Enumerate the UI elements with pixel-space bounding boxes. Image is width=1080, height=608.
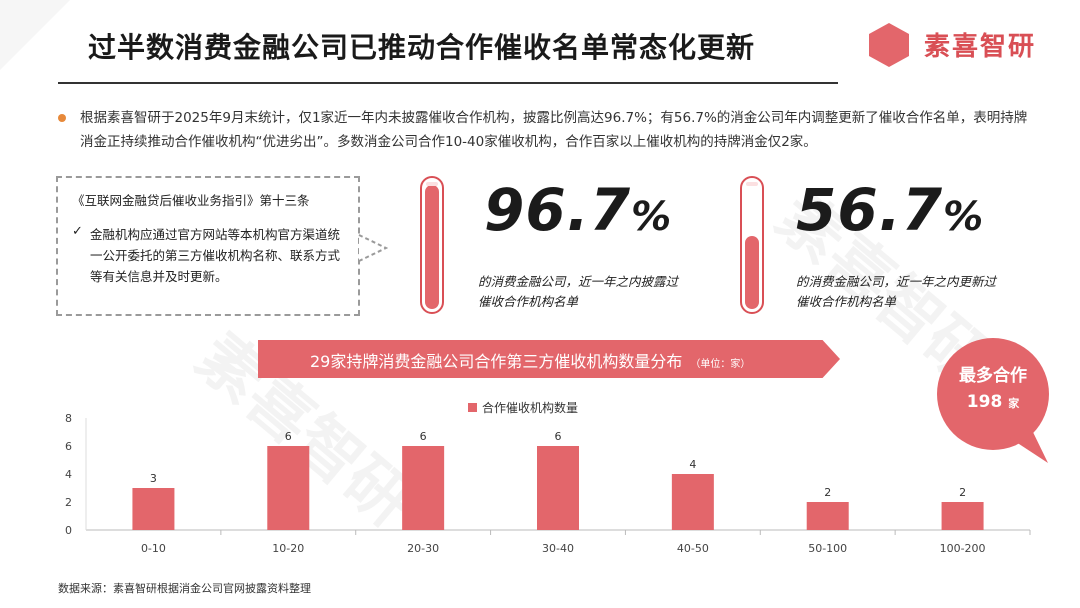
x-tick-label: 100-200 [940, 542, 986, 555]
bar [267, 446, 310, 530]
data-label: 6 [285, 430, 292, 443]
thermometer-gauge-2 [740, 176, 764, 314]
x-tick-label: 30-40 [542, 542, 574, 555]
data-label: 4 [689, 458, 696, 471]
y-tick-label: 8 [65, 412, 72, 425]
brand-logo: 素喜智研 [862, 18, 1062, 70]
title-underline [58, 82, 838, 84]
stat-value-1: 96.7% [484, 176, 673, 244]
gauge-fill-1 [425, 185, 439, 309]
bar-chart: 0 2 4 6 8 合作催收机构数量 3 0-10 6 10-20 6 20-30 6 30-40 4 40-… [65, 400, 1031, 555]
x-tick-label: 0-10 [141, 542, 166, 555]
bar [402, 446, 445, 530]
check-icon: ✓ [72, 224, 83, 239]
x-tick-label: 10-20 [272, 542, 304, 555]
regulation-title: 《互联网金融贷后催收业务指引》第十三条 [72, 193, 310, 208]
callout-arrow-icon [358, 234, 388, 262]
gauge-highlight [426, 182, 438, 186]
legend-swatch [468, 403, 477, 412]
gauge-fill-2 [745, 236, 759, 309]
bar [537, 446, 579, 530]
x-tick-label: 40-50 [677, 542, 709, 555]
page-title: 过半数消费金融公司已推动合作催收名单常态化更新 [88, 31, 756, 64]
corner-decoration [0, 0, 70, 70]
bar [132, 488, 175, 530]
bar [806, 502, 849, 530]
bullet-dot [58, 114, 66, 122]
chart-title-banner [258, 340, 840, 378]
data-label: 6 [420, 430, 427, 443]
stat-description-2: 的消费金融公司，近一年之内更新过催收合作机构名单 [796, 274, 997, 309]
y-tick-label: 6 [65, 440, 72, 453]
data-label: 2 [959, 486, 966, 499]
stat-value-2: 56.7% [796, 176, 985, 244]
bubble-label: 最多合作 [959, 366, 1027, 386]
bar [941, 502, 984, 530]
speech-bubble [937, 338, 1049, 463]
data-label: 3 [150, 472, 157, 485]
y-tick-label: 0 [65, 524, 72, 537]
data-label: 6 [555, 430, 562, 443]
x-tick-label: 50-100 [808, 542, 847, 555]
chart-title: 29家持牌消费金融公司合作第三方催收机构数量分布 （单位：家） [310, 352, 751, 371]
regulation-body: 金融机构应通过官方网站等本机构官方渠道统一公开委托的第三方催收机构名称、联系方式… [90, 227, 341, 284]
y-tick-label: 4 [65, 468, 72, 481]
x-tick-label: 20-30 [407, 542, 439, 555]
bar [671, 474, 714, 530]
gauge-highlight [746, 182, 758, 186]
data-label: 2 [824, 486, 831, 499]
y-tick-label: 2 [65, 496, 72, 509]
legend-label: 合作催收机构数量 [482, 400, 578, 415]
intro-paragraph: 根据素喜智研于2025年9月末统计，仅1家近一年内未披露催收合作机构，披露比例高… [80, 110, 1028, 150]
hexagon-logo-icon [869, 23, 909, 67]
regulation-quote-box: 《互联网金融贷后催收业务指引》第十三条 ✓ 金融机构应通过官方网站等本机构官方渠… [56, 176, 360, 316]
logo-text: 素喜智研 [924, 32, 1037, 62]
stat-description-1: 的消费金融公司，近一年之内披露过催收合作机构名单 [478, 274, 679, 309]
thermometer-gauge-1 [420, 176, 444, 314]
data-source: 数据来源：素喜智研根据消金公司官网披露资料整理 [58, 582, 311, 595]
bubble-value: 198 家 [966, 392, 1020, 412]
